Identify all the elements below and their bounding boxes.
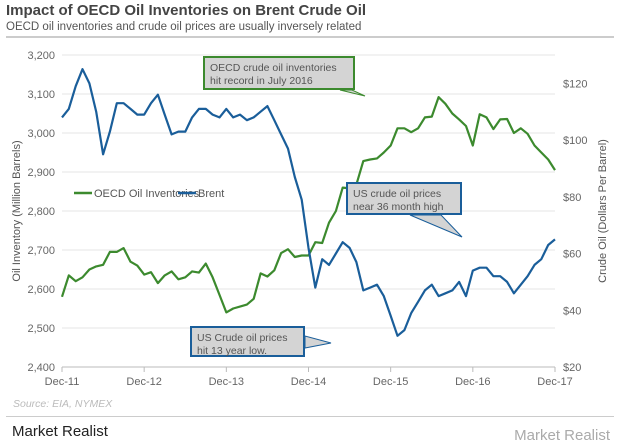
callout-pointer (304, 335, 332, 349)
y-right-tick-label: $20 (563, 362, 581, 374)
annotation-13-year-low: US Crude oil prices hit 13 year low. (190, 326, 305, 357)
y-right-tick-label: $40 (563, 305, 581, 317)
y-right-tick-label: $60 (563, 249, 581, 261)
legend-label: Brent (198, 188, 224, 200)
x-tick-label: Dec-15 (373, 376, 408, 388)
y-right-tick-label: $120 (563, 78, 587, 90)
y-left-tick-label: 2,700 (27, 245, 55, 257)
callout-pointer (409, 214, 463, 238)
divider (6, 416, 614, 417)
y-left-tick-label: 2,900 (27, 167, 55, 179)
callout-pointer (339, 89, 366, 97)
y-left-tick-label: 2,400 (27, 362, 55, 374)
y-left-tick-label: 3,000 (27, 128, 55, 140)
y-left-tick-label: 3,200 (27, 50, 55, 62)
brand-watermark: Market Realist (514, 427, 610, 444)
y-right-tick-label: $100 (563, 135, 587, 147)
y-left-axis-title: Oil Inventory (Million Barrels) (11, 140, 23, 281)
series-line-oecd-inventories (60, 95, 556, 314)
y-left-tick-label: 2,500 (27, 323, 55, 335)
chart-title: Impact of OECD Oil Inventories on Brent … (6, 2, 367, 19)
x-tick-label: Dec-11 (45, 376, 80, 388)
chart-subtitle: OECD oil inventories and crude oil price… (6, 21, 362, 33)
y-right-axis-title: Crude Oil (Dollars Per Barrel) (597, 139, 609, 283)
x-tick-label: Dec-12 (126, 376, 161, 388)
divider (6, 36, 614, 38)
y-right-tick-label: $80 (563, 192, 581, 204)
annotation-36-month-high: US crude oil prices near 36 month high (346, 182, 462, 215)
x-tick-label: Dec-13 (209, 376, 244, 388)
y-left-tick-label: 3,100 (27, 89, 55, 101)
source-note: Source: EIA, NYMEX (13, 398, 113, 410)
y-left-tick-label: 2,800 (27, 206, 55, 218)
y-left-tick-label: 2,600 (27, 284, 55, 296)
x-tick-label: Dec-17 (537, 376, 572, 388)
x-tick-label: Dec-14 (291, 376, 326, 388)
legend-label: OECD Oil Inventories (94, 188, 200, 200)
series-line-brent (61, 68, 556, 337)
x-tick-label: Dec-16 (455, 376, 490, 388)
annotation-record: OECD crude oil inventories hit record in… (203, 56, 355, 90)
brand-logo: Market Realist (12, 423, 108, 440)
